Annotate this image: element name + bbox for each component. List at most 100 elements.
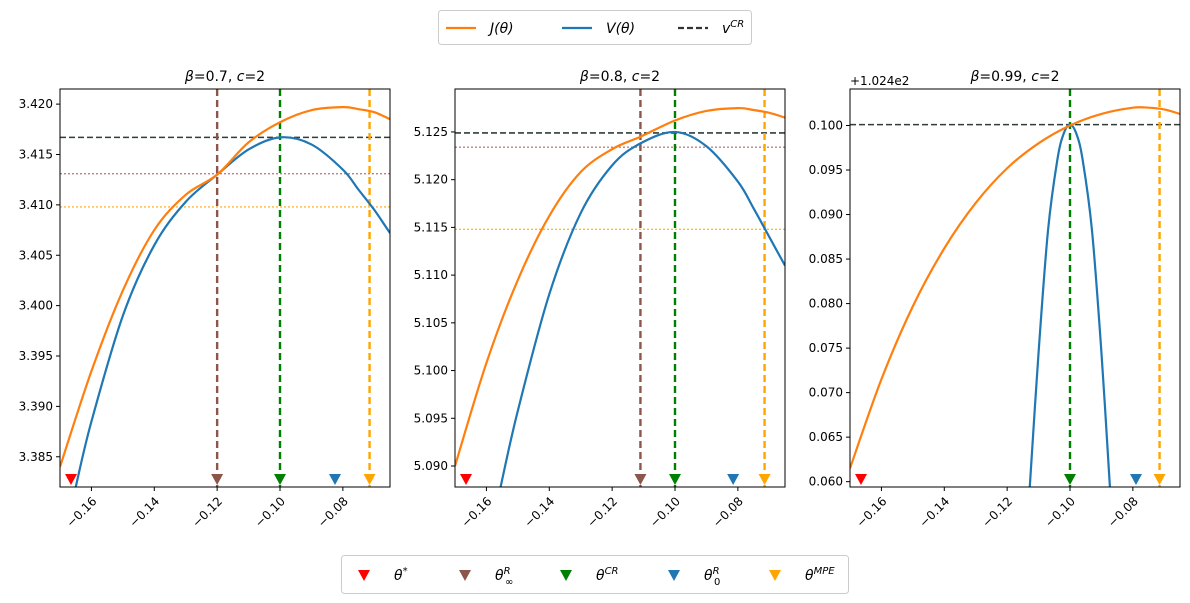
title-beta: β — [184, 69, 194, 85]
title-text: =0.8, — [589, 69, 632, 85]
series-line-J — [455, 106, 785, 467]
y-offset-label: +1.024e2 — [850, 74, 909, 88]
marker-4 — [1153, 474, 1166, 485]
title-beta: β — [969, 69, 979, 85]
y-tick-label: 5.105 — [414, 316, 448, 330]
y-tick-label: 0.090 — [809, 208, 843, 222]
legend-label: V(θ) — [606, 21, 635, 37]
legend-label-sup: CR — [605, 566, 619, 577]
legend-marker-2 — [459, 570, 471, 581]
marker-5 — [363, 474, 376, 485]
title-end: =2 — [244, 69, 265, 85]
legend-label-end: ) — [629, 21, 635, 37]
legend-label-base: θ — [394, 568, 403, 584]
y-tick-label: 3.395 — [19, 349, 53, 363]
legend-bottom: θ* θR ∞ θCR θR 0 θMPE — [341, 555, 849, 594]
x-tick-label: −0.10 — [647, 494, 683, 530]
legend-label-base: θ — [704, 568, 713, 584]
marker-3 — [1130, 474, 1142, 485]
y-tick-label: 3.420 — [19, 97, 53, 111]
series-line-J — [60, 106, 390, 468]
y-tick-label: 0.095 — [809, 163, 843, 177]
legend-label-sup: CR — [730, 19, 744, 30]
x-tick-label: −0.14 — [916, 494, 952, 530]
legend-label-var: θ — [621, 21, 630, 37]
y-tick-label: 0.070 — [809, 386, 843, 400]
legend-marker-4 — [668, 570, 680, 581]
panel-title: β=0.7, c=2 — [184, 69, 265, 85]
x-tick-label: −0.16 — [854, 494, 890, 530]
series-line-J — [850, 106, 1180, 469]
x-tick-label: −0.08 — [315, 494, 351, 530]
y-tick-label: 0.065 — [809, 430, 843, 444]
y-tick-label: 3.415 — [19, 147, 53, 161]
legend-label-base: θ — [805, 568, 814, 584]
y-tick-label: 0.100 — [809, 119, 843, 133]
title-c: c — [237, 69, 245, 85]
y-tick-label: 3.390 — [19, 399, 53, 413]
y-tick-label: 5.090 — [414, 459, 448, 473]
marker-2 — [1064, 474, 1076, 485]
marker-4 — [727, 474, 740, 485]
panel-title: β=0.8, c=2 — [579, 69, 660, 85]
legend-frame — [438, 10, 752, 45]
legend-label-var: θ — [500, 21, 509, 37]
plot-area — [850, 89, 1180, 487]
marker-5 — [758, 474, 771, 485]
title-text: =0.99, — [979, 69, 1031, 85]
legend-marker-5 — [769, 570, 781, 581]
title-c: c — [1031, 69, 1039, 85]
legend-label-sup: MPE — [814, 566, 836, 577]
marker-4 — [329, 474, 341, 485]
legend-label: θCR — [596, 566, 619, 584]
series-line-V — [74, 136, 390, 487]
x-tick-label: −0.08 — [710, 494, 746, 530]
legend-label-sup: R — [713, 566, 720, 577]
legend-label-sub: ∞ — [505, 577, 513, 588]
y-tick-label: 5.120 — [414, 173, 448, 187]
x-tick-label: −0.16 — [459, 494, 495, 530]
legend-label: θMPE — [805, 566, 835, 584]
y-tick-label: 0.085 — [809, 252, 843, 266]
marker-2 — [211, 474, 224, 485]
axes-frame — [59, 88, 391, 488]
x-tick-label: −0.12 — [189, 494, 225, 530]
legend-label-base: θ — [495, 568, 504, 584]
legend-frame — [341, 555, 849, 594]
x-tick-label: −0.10 — [252, 494, 288, 530]
marker-1 — [460, 474, 472, 485]
y-tick-label: 5.095 — [414, 411, 448, 425]
title-c: c — [632, 69, 640, 85]
x-tick-label: −0.12 — [584, 494, 620, 530]
legend-label: θR ∞ — [495, 566, 513, 588]
legend-label: vCR — [722, 19, 744, 37]
y-tick-label: 0.080 — [809, 297, 843, 311]
legend-label-base: θ — [596, 568, 605, 584]
panel-3: 0.060 0.065 0.070 0.075 0.080 0.085 0.090 0.095… — [809, 69, 1181, 530]
plot-area — [60, 89, 390, 487]
legend-marker-1 — [358, 570, 370, 581]
marker-1 — [855, 474, 867, 485]
marker-2 — [634, 474, 647, 485]
y-tick-label: 3.385 — [19, 450, 53, 464]
x-tick-label: −0.08 — [1105, 494, 1141, 530]
legend-top: J(θ) V(θ) vCR — [438, 10, 752, 45]
legend-label: θ* — [394, 566, 408, 584]
axes-frame — [454, 88, 786, 488]
title-end: =2 — [639, 69, 660, 85]
x-tick-label: −0.10 — [1042, 494, 1078, 530]
panel-2: 5.090 5.095 5.100 5.105 5.110 5.115 5.120 5.125… — [414, 69, 786, 530]
y-tick-label: 3.400 — [19, 299, 53, 313]
x-tick-label: −0.14 — [126, 494, 162, 530]
legend-label-sup: * — [403, 566, 408, 577]
x-tick-label: −0.12 — [979, 494, 1015, 530]
panel-title: β=0.99, c=2 — [969, 69, 1059, 85]
legend-label: θR 0 — [704, 566, 720, 588]
title-end: =2 — [1039, 69, 1060, 85]
x-tick-label: −0.14 — [521, 494, 557, 530]
y-tick-label: 5.125 — [414, 125, 448, 139]
marker-1 — [65, 474, 77, 485]
legend-label-main: v — [722, 21, 731, 37]
y-tick-label: 5.100 — [414, 364, 448, 378]
